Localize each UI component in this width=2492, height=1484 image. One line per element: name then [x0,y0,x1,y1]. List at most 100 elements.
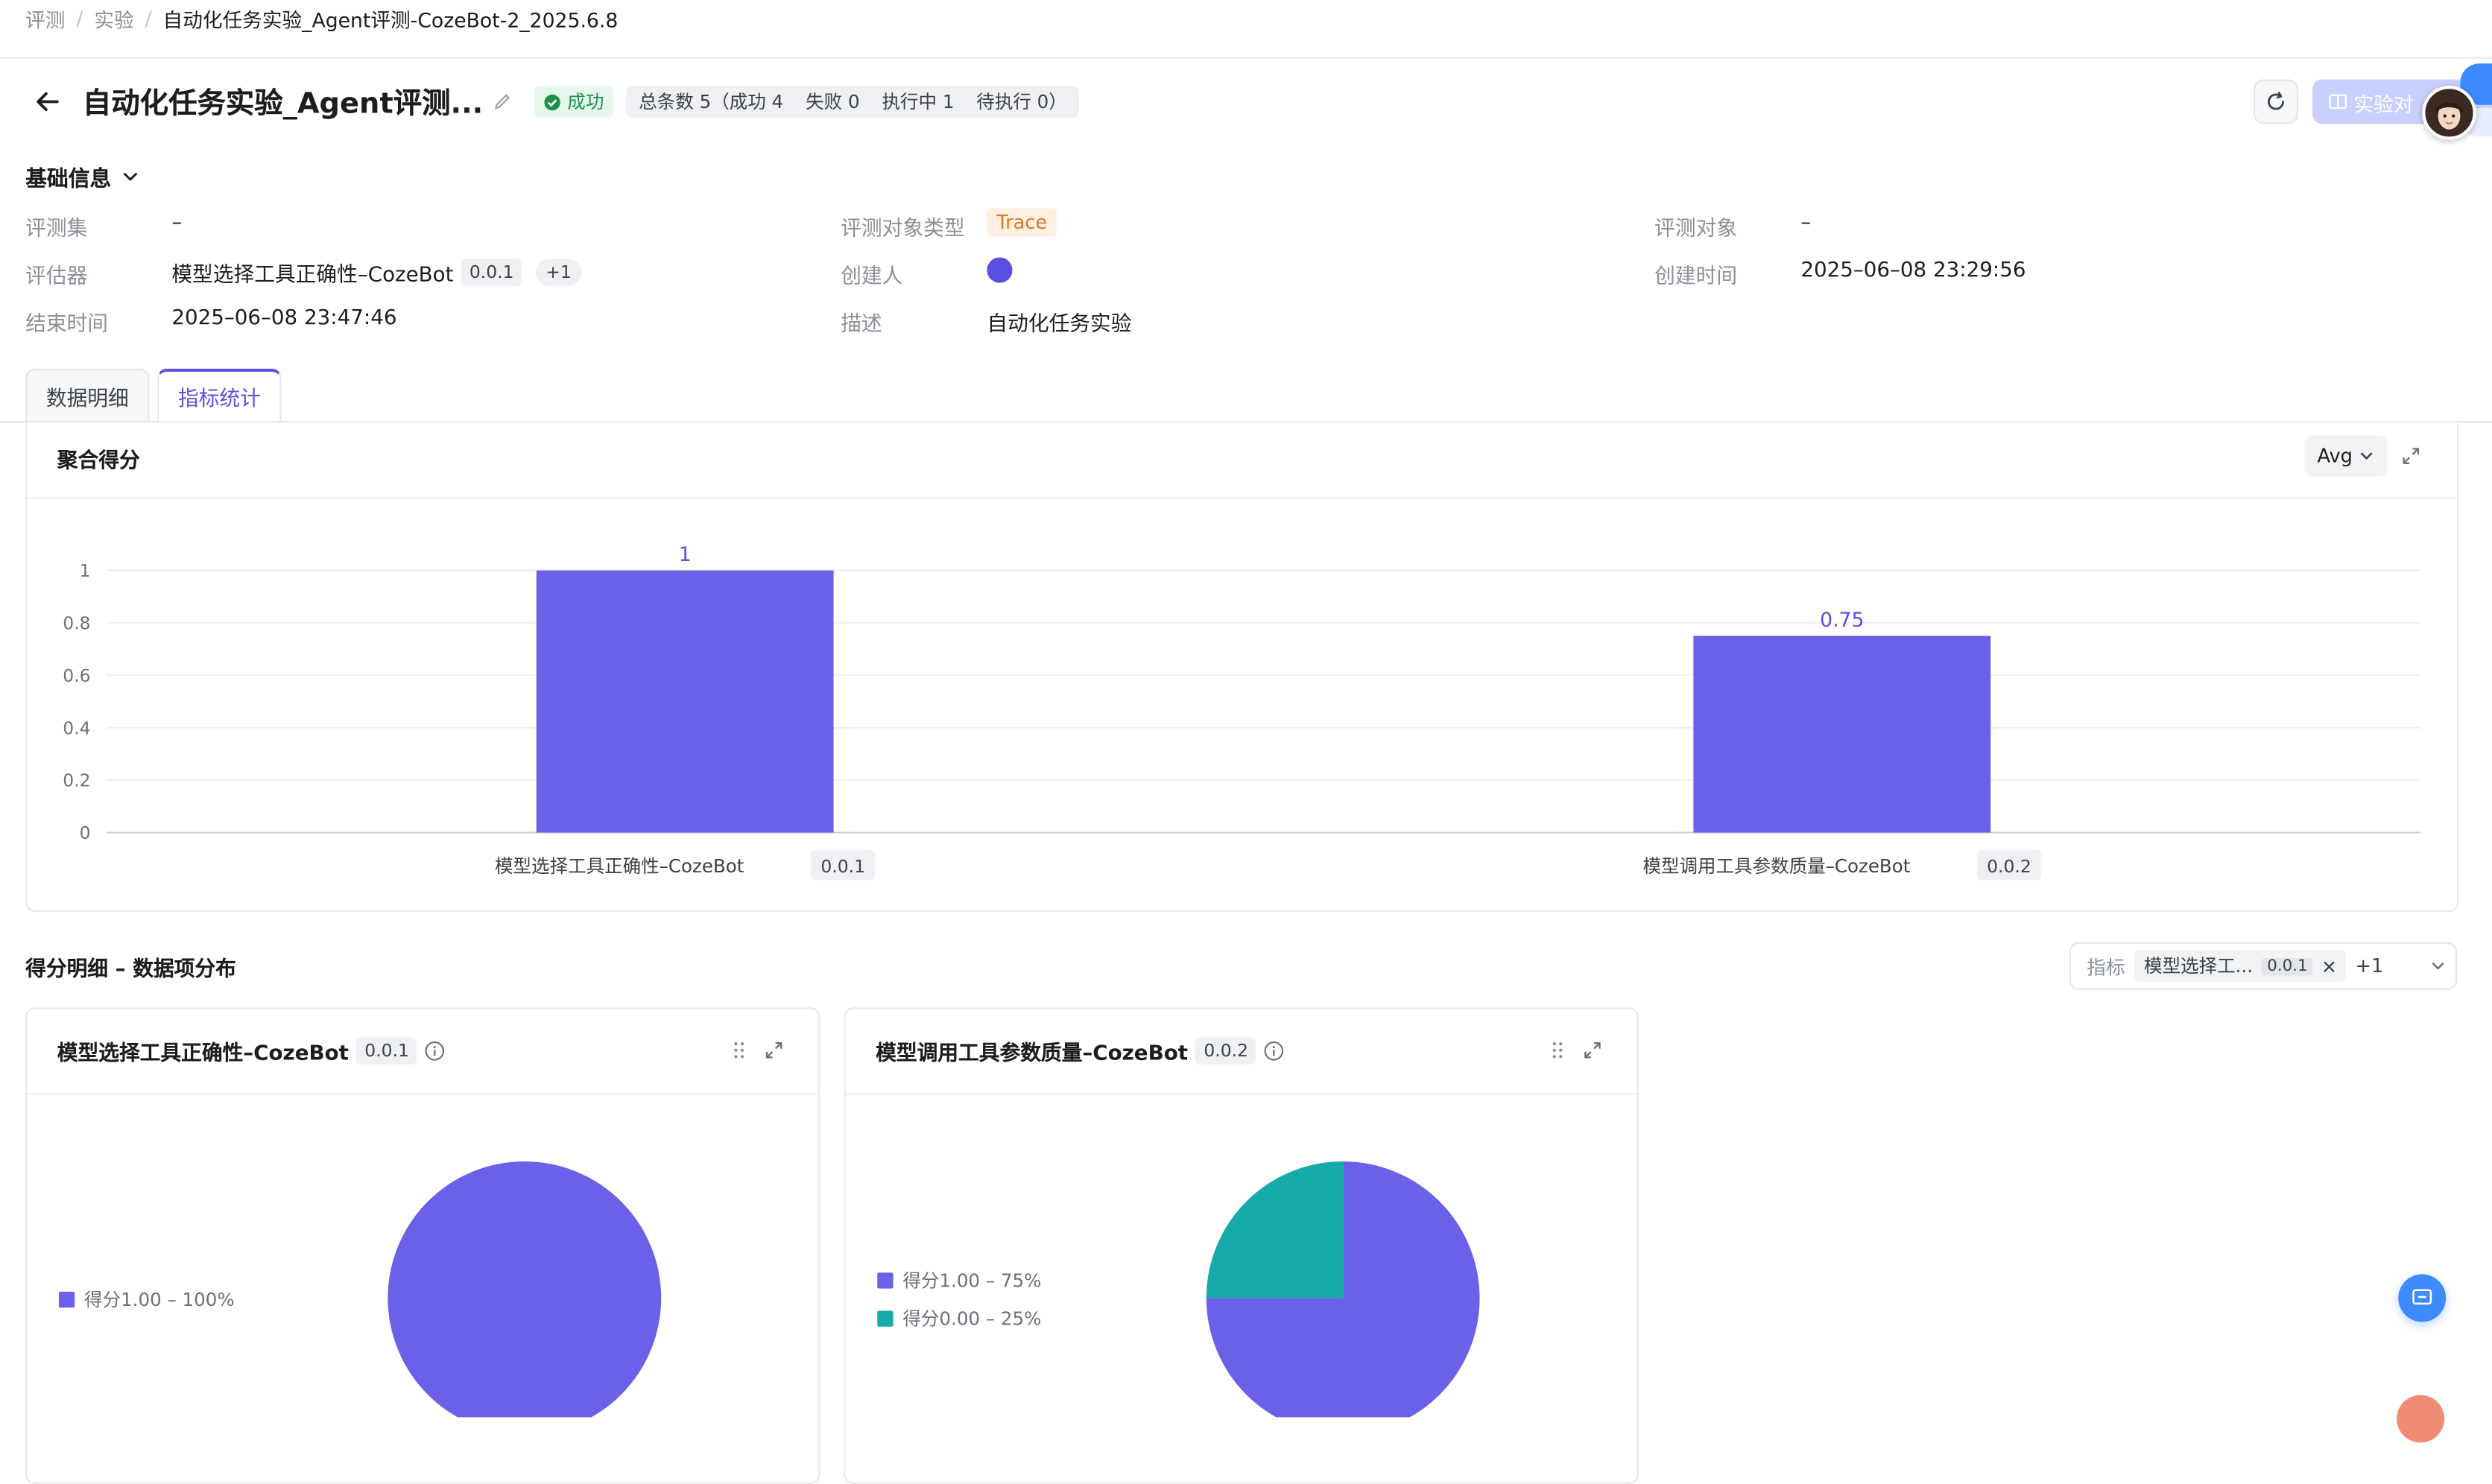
back-button[interactable] [25,80,70,124]
page-title: 自动化任务实验_Agent评测... [82,87,484,121]
target-label: 评测对象 [1654,218,1738,242]
drag-handle-icon[interactable] [1546,1039,1569,1062]
bar-data-label: 0.75 [1820,609,1864,632]
target-type-value: Trace [987,208,1057,237]
close-icon[interactable] [2322,959,2336,973]
legend-swatch [877,1272,894,1289]
expand-icon[interactable] [763,1039,785,1062]
user-avatar[interactable] [2422,86,2476,140]
y-tick-label: 0.2 [63,770,90,791]
check-circle-icon [544,93,560,110]
card-divider [845,1093,1637,1095]
breadcrumb-separator: / [76,5,83,30]
y-tick-label: 0.6 [63,665,90,686]
chevron-down-icon [123,173,137,181]
card-divider [27,497,2458,499]
y-tick-label: 1 [80,560,91,581]
status-text: 成功 [567,90,604,113]
metric-filter-label: 指标 [2087,955,2125,978]
tab-data-detail[interactable]: 数据明细 [25,368,150,422]
refresh-button[interactable] [2254,79,2298,124]
compare-button-label: 实验对 [2353,91,2414,115]
breadcrumb-item-eval[interactable]: 评测 [25,7,66,31]
basic-info-toggle[interactable]: 基础信息 [25,162,140,193]
creator-value [987,257,1013,283]
aggregation-select[interactable]: Avg [2304,435,2388,477]
count-pending: 待执行 0） [976,90,1067,113]
x-category-version-label: 0.0.1 [820,856,865,877]
y-tick-label: 0 [80,822,91,843]
count-total: 总条数 5（成功 4 [639,90,784,113]
pie-card-title-text: 模型调用工具参数质量–CozeBot [876,1042,1189,1067]
aggregate-bar-chart: 0 0.2 0.4 0.6 0.8 1 1 模型选择工具正确性–CozeBot 0.0.1 0.7… [63,543,2421,881]
y-tick-label: 0.4 [63,717,90,738]
count-failed: 失败 0 [806,90,860,113]
pie-card-title-text: 模型选择工具正确性–CozeBot [57,1042,349,1067]
info-icon[interactable] [425,1041,446,1062]
metric-filter-chip-text: 模型选择工... [2144,954,2254,977]
creator-avatar[interactable] [987,257,1013,283]
legend-swatch [58,1291,75,1308]
target-type-label: 评测对象类型 [841,218,965,242]
evaluator-version-tag: 0.0.1 [461,259,522,286]
eval-set-value: – [171,211,183,235]
breadcrumb-separator: / [145,5,152,30]
pie-card-param-quality [844,1007,1639,1484]
card-divider [27,1093,819,1095]
pie2-legend-item: 得分1.00 – 75% [877,1268,1041,1293]
edit-pencil-icon[interactable] [493,91,515,113]
aggregation-select-value: Avg [2317,445,2353,468]
tabs-baseline [0,421,2492,423]
eval-set-label: 评测集 [25,218,88,242]
header-divider [0,57,2492,59]
expand-icon[interactable] [2400,445,2422,467]
y-tick-label: 0.8 [63,613,90,634]
counts-badge: 总条数 5（成功 4 失败 0 执行中 1 待执行 0） [626,86,1080,118]
aggregate-score-card [25,422,2459,913]
evaluator-more-tag[interactable]: +1 [536,259,581,286]
metric-filter-chip: 模型选择工... 0.0.1 [2134,950,2346,983]
experiment-header: 自动化任务实验_Agent评测... 成功 总条数 5（成功 4 失败 0 执行… [25,80,1080,124]
pie-card-version-tag: 0.0.1 [356,1037,417,1065]
end-time-label: 结束时间 [25,313,109,337]
x-category-version-tag [1976,849,2042,881]
floating-helper-button[interactable] [2397,1395,2445,1443]
x-category-label: 模型调用工具参数质量–CozeBot [1642,855,1910,877]
trace-tag: Trace [987,208,1057,237]
basic-info-title: 基础信息 [25,166,112,193]
expand-icon[interactable] [1581,1039,1604,1062]
created-time-label: 创建时间 [1654,265,1738,290]
x-category-label: 模型选择工具正确性–CozeBot [495,855,744,877]
count-running: 执行中 1 [882,90,955,113]
refresh-icon [2268,92,2285,110]
back-arrow-icon [37,92,59,112]
chevron-down-icon [2361,452,2373,460]
evaluator-name[interactable]: 模型选择工具正确性–CozeBot [171,264,454,288]
metric-filter-chip-version: 0.0.1 [2262,957,2312,975]
pie-card-title: 模型调用工具参数质量–CozeBot 0.0.2 [876,1036,1285,1067]
pie-card-title: 模型选择工具正确性–CozeBot 0.0.1 [57,1036,446,1067]
target-value: – [1800,211,1812,235]
breadcrumb-item-experiment[interactable]: 实验 [94,7,134,31]
description-label: 描述 [841,313,882,337]
legend-label: 得分0.00 – 25% [902,1307,1042,1331]
evaluator-value: 模型选择工具正确性–CozeBot 0.0.1 +1 [171,257,581,288]
description-value: 自动化任务实验 [987,313,1132,337]
x-category-version-label: 0.0.2 [1987,856,2031,877]
pie-card-version-tag: 0.0.2 [1195,1037,1256,1065]
compare-icon [2329,94,2347,110]
pie1-legend-item: 得分1.00 – 100% [58,1287,235,1312]
drag-handle-icon[interactable] [728,1039,750,1062]
bar [1693,635,1991,833]
info-icon[interactable] [1264,1041,1285,1062]
legend-label: 得分1.00 – 100% [84,1288,235,1311]
pie-card-tool-selection [25,1007,820,1484]
legend-label: 得分1.00 – 75% [902,1269,1042,1292]
metric-filter-select[interactable]: 指标 模型选择工... 0.0.1 +1 [2069,942,2458,990]
tab-metric-stats[interactable]: 指标统计 [157,368,282,422]
pie2-legend-item: 得分0.00 – 25% [877,1306,1041,1331]
status-badge: 成功 [534,86,614,118]
chat-button[interactable] [2398,1274,2447,1322]
chat-icon [2412,1289,2432,1305]
chevron-down-icon [2432,963,2444,970]
